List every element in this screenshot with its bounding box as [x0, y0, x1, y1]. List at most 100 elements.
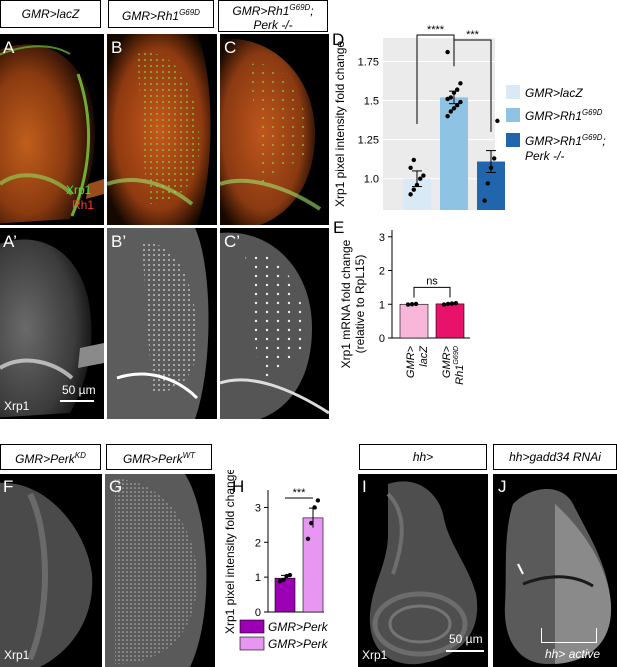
legend-label: GMR>PerkWT [268, 636, 328, 651]
eye-disc-image [107, 34, 211, 225]
stain-label-rh1-red: Rh1 [72, 198, 95, 212]
significance-label: ns [426, 275, 438, 287]
chart-H: 0 1 2 3 Xrp1 pixel intensity fold change *** G… [223, 470, 328, 651]
data-point [448, 109, 453, 114]
data-point [458, 99, 463, 105]
panel-label-G: G [109, 477, 123, 496]
panel-I-micrograph [358, 474, 488, 667]
legend-swatch [506, 85, 520, 99]
panel-label-I: I [362, 477, 367, 496]
data-point [445, 113, 450, 119]
data-point [418, 176, 423, 181]
y-tick-label: 1 [255, 572, 261, 584]
x-tick-label-group: GMR> lacZ [405, 345, 430, 378]
legend-swatch [239, 619, 265, 634]
genotype-text: hh> [412, 450, 434, 464]
data-point [495, 118, 500, 124]
wing-disc-gray-image [369, 481, 478, 665]
panel-label-J: J [498, 477, 507, 496]
legend-label: GMR>Rh1G69D; [525, 133, 606, 148]
genotype-header-rh1: GMR>Rh1G69D [108, 0, 214, 28]
legend-label: GMR>PerkKD [268, 619, 328, 634]
scale-bar-label: 50 µm [449, 632, 483, 646]
stain-label-xrp1-gray: Xrp1 [4, 399, 30, 413]
legend-swatch [506, 133, 520, 147]
significance-label: **** [427, 24, 445, 36]
y-tick-label: 1 [379, 299, 385, 311]
bar [274, 577, 296, 613]
y-tick-label: 2 [379, 266, 385, 278]
genotype-text: GMR>PerkWT [122, 450, 196, 466]
legend-swatch [239, 636, 265, 651]
panel-label-H: H [232, 477, 245, 496]
plot-background [383, 38, 495, 210]
data-point [409, 302, 415, 307]
x-tick-label: GMR> [441, 345, 453, 378]
panel-label-F: F [3, 477, 14, 496]
panel-A2-micrograph [0, 228, 104, 419]
data-point [451, 90, 457, 95]
data-point [305, 536, 311, 541]
genotype-header-perk-wt: GMR>PerkWT [106, 444, 212, 470]
scale-bar-label: 50 µm [62, 383, 96, 397]
scale-bar [446, 650, 484, 652]
bar [302, 517, 324, 613]
genotype-header-lacz: GMR>lacZ [0, 0, 101, 28]
panel-B2-micrograph [107, 228, 217, 419]
eye-disc-gray-image [0, 239, 104, 418]
y-tick-label: 3 [255, 502, 261, 514]
y-axis-label: Xrp1 mRNA fold change [339, 239, 353, 368]
panel-A-micrograph [0, 34, 104, 225]
bar [399, 303, 429, 339]
data-point [445, 49, 450, 55]
panel-B-micrograph [107, 34, 217, 225]
genotype-header-rh1-perk: GMR>Rh1G69D; Perk -/- [218, 0, 328, 32]
y-tick-label: 1.25 [358, 135, 379, 147]
stain-label-xrp1-gray-I: Xrp1 [362, 648, 388, 662]
y-tick-label: 3 [379, 232, 385, 244]
genotype-header-hh-gadd34: hh>gadd34 RNAi [493, 444, 617, 470]
eye-disc-image [0, 44, 104, 224]
panel-label-A: A [3, 38, 15, 57]
genotype-header-hh: hh> [359, 444, 487, 470]
eye-disc-gray-image [220, 232, 329, 419]
eye-disc-gray-image [107, 228, 209, 419]
active-region-label: hh> active [545, 647, 601, 661]
panel-label-C: C [224, 38, 237, 57]
data-point [445, 301, 451, 307]
data-point [277, 579, 283, 584]
significance-label: *** [293, 487, 307, 499]
x-tick-label: lacZ [418, 345, 430, 367]
y-tick-label: 1.75 [358, 56, 379, 68]
significance-bracket [413, 286, 451, 298]
chart-E: 0 1 2 3 Xrp1 mRNA fold change (relative to Rp… [339, 230, 470, 385]
bar [435, 303, 465, 339]
data-point [441, 302, 447, 307]
bar [440, 97, 468, 210]
legend-label: GMR>Rh1G69D [525, 108, 603, 123]
active-region-bracket [541, 628, 597, 643]
data-point [488, 165, 494, 170]
panel-C2-micrograph [220, 228, 329, 419]
data-point [284, 573, 289, 579]
legend-label: Perk -/- [525, 149, 564, 163]
data-point [309, 520, 314, 526]
data-point [405, 302, 411, 307]
panel-label-C-prime: C’ [224, 232, 241, 251]
data-point [421, 173, 426, 178]
chart-D: 1.0 1.25 1.5 1.75 Xrp1 pixel intensity fold … [333, 24, 606, 210]
y-tick-label: 1.0 [364, 174, 379, 186]
data-point [414, 182, 420, 188]
eye-disc-gray-image [105, 474, 207, 667]
panel-label-B-prime: B’ [111, 232, 127, 251]
wing-disc-gray-image [504, 489, 612, 664]
data-point [492, 156, 497, 161]
data-point [281, 577, 286, 583]
genotype-text: hh>gadd34 RNAi [509, 450, 601, 464]
data-point [485, 181, 490, 186]
panel-C-micrograph [220, 34, 329, 225]
panel-label-E: E [333, 218, 345, 237]
genotype-text: GMR>Rh1G69D; [232, 2, 314, 18]
y-axis-label-2: (relative to RpL15) [353, 255, 367, 354]
data-point [455, 103, 460, 108]
